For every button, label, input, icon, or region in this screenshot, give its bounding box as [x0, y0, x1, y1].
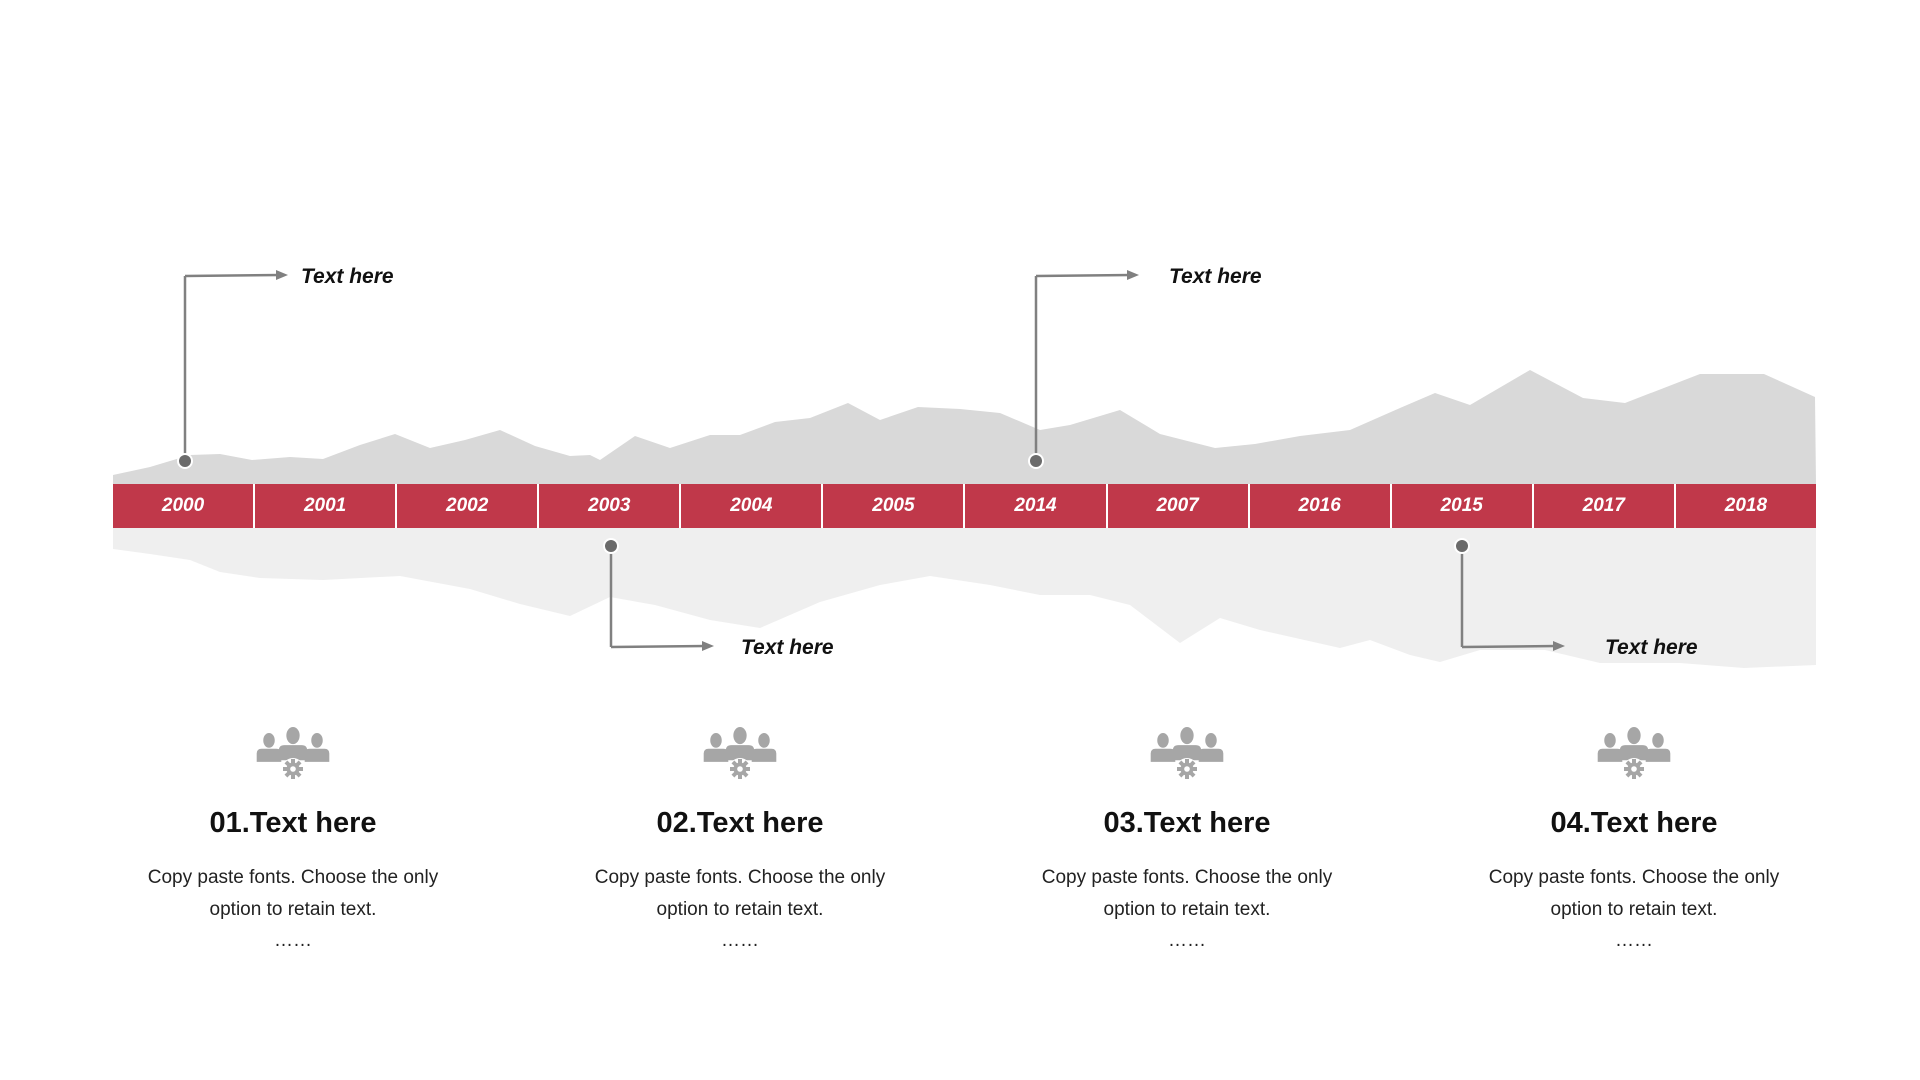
column-description-line1: Copy paste fonts. Choose the only — [594, 867, 886, 888]
year-cell: 2016 — [1249, 484, 1392, 528]
callout-connector-line — [610, 644, 707, 649]
year-cell: 2005 — [823, 484, 966, 528]
column-description-line2: option to retain text. — [1550, 899, 1718, 920]
column-description-line2: option to retain text. — [1103, 899, 1271, 920]
year-cell: 2002 — [397, 484, 540, 528]
callout-connector-line — [1461, 644, 1558, 649]
upper-mountain-silhouette — [113, 370, 1816, 484]
column-ellipsis: …… — [1615, 930, 1653, 951]
column-ellipsis: …… — [1168, 930, 1206, 951]
callout-connectors — [177, 270, 1565, 651]
column-title: 03.Text here — [1103, 807, 1271, 839]
column-description-line1: Copy paste fonts. Choose the only — [1041, 867, 1333, 888]
timeline-marker-dot — [605, 540, 617, 552]
timeline-marker-dot — [1030, 455, 1042, 467]
column-title: 01.Text here — [209, 807, 377, 839]
timeline-marker-dot — [1456, 540, 1468, 552]
year-cell: 2014 — [965, 484, 1108, 528]
callout-label-2: Text here — [741, 636, 834, 659]
team-gear-icon — [1597, 727, 1671, 780]
column-title: 02.Text here — [656, 807, 824, 839]
info-column-2: 02.Text here Copy paste fonts. Choose th… — [560, 725, 920, 956]
column-ellipsis: …… — [274, 930, 312, 951]
callout-connector-line — [1035, 273, 1132, 278]
callout-label-1: Text here — [301, 265, 394, 288]
callout-connector-line — [184, 273, 281, 278]
info-column-3: 03.Text here Copy paste fonts. Choose th… — [1007, 725, 1367, 956]
year-cell: 2007 — [1107, 484, 1250, 528]
year-cell: 2001 — [255, 484, 398, 528]
column-description-line2: option to retain text. — [209, 899, 377, 920]
year-cell: 2003 — [539, 484, 682, 528]
year-cell: 2000 — [113, 484, 256, 528]
column-description-line1: Copy paste fonts. Choose the only — [1488, 867, 1780, 888]
year-cell: 2018 — [1675, 484, 1816, 528]
team-gear-icon — [1150, 727, 1224, 780]
timeline-marker-dot — [179, 455, 191, 467]
column-title: 04.Text here — [1550, 807, 1718, 839]
arrow-head-icon — [1553, 641, 1565, 651]
column-description-line2: option to retain text. — [656, 899, 824, 920]
team-gear-icon — [256, 727, 330, 780]
arrow-head-icon — [702, 641, 714, 651]
column-ellipsis: …… — [721, 930, 759, 951]
lower-mountain-silhouette — [113, 528, 1816, 668]
arrow-head-icon — [276, 270, 288, 280]
info-column-1: 01.Text here Copy paste fonts. Choose th… — [113, 725, 473, 956]
callout-label-4: Text here — [1605, 636, 1698, 659]
year-bar: 2000 2001 2002 2003 2004 2005 2014 2007 2016 2015… — [113, 484, 1816, 528]
arrow-head-icon — [1127, 270, 1139, 280]
team-gear-icon — [703, 727, 777, 780]
callout-label-3: Text here — [1169, 265, 1262, 288]
year-cell: 2017 — [1533, 484, 1676, 528]
column-description-line1: Copy paste fonts. Choose the only — [147, 867, 439, 888]
year-cell: 2015 — [1391, 484, 1534, 528]
info-column-4: 04.Text here Copy paste fonts. Choose th… — [1454, 725, 1814, 956]
year-cell: 2004 — [681, 484, 824, 528]
